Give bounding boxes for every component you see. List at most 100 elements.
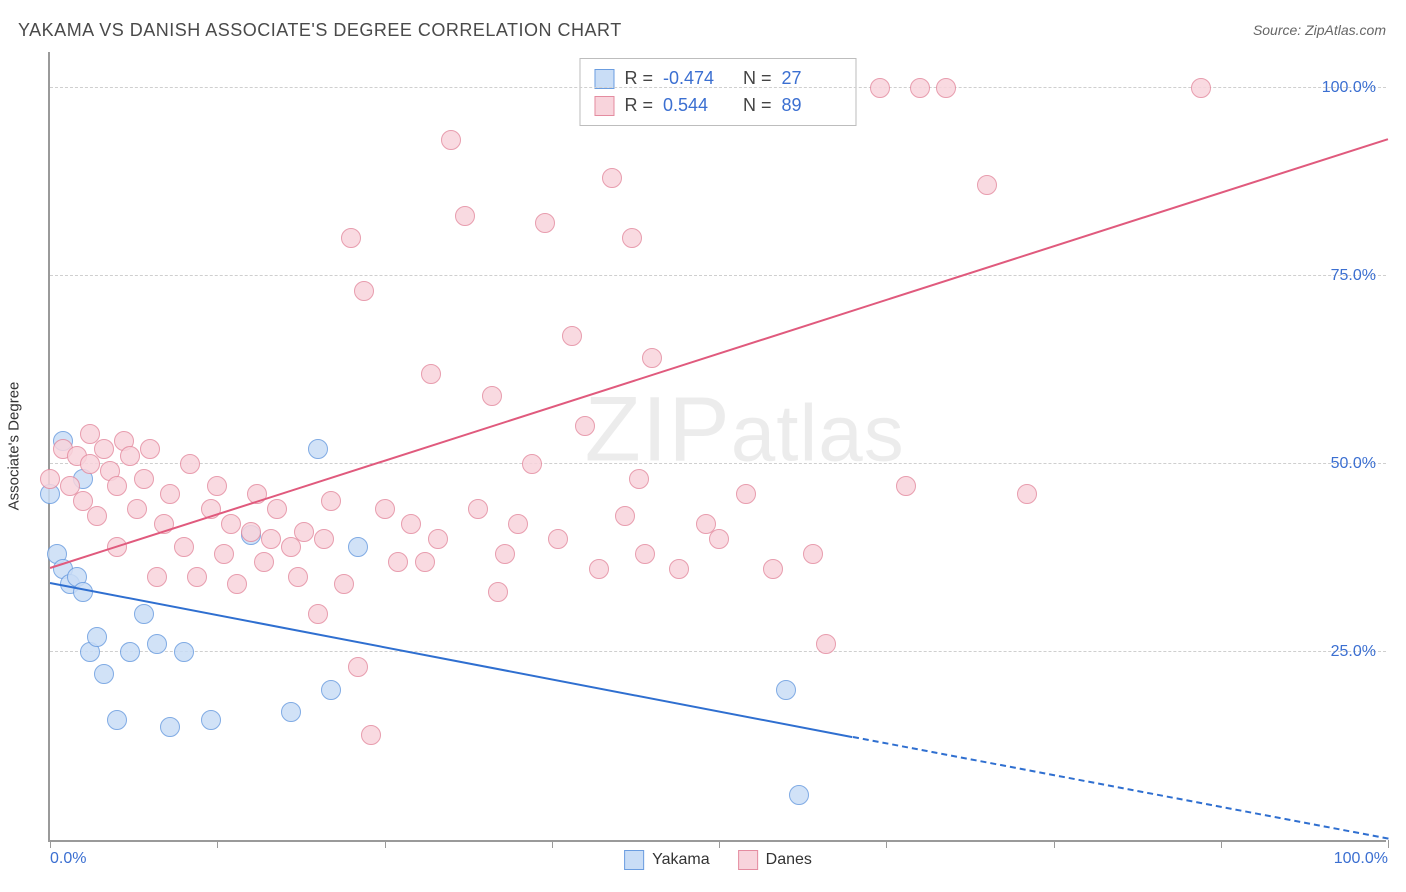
data-point: [870, 78, 890, 98]
x-tick-label: 100.0%: [1334, 850, 1388, 868]
watermark: ZIPatlas: [585, 378, 905, 483]
source-credit: Source: ZipAtlas.com: [1253, 22, 1386, 38]
legend: Yakama Danes: [624, 850, 812, 870]
data-point: [348, 657, 368, 677]
stat-n-label: N =: [733, 92, 772, 119]
data-point: [1017, 484, 1037, 504]
legend-label: Danes: [766, 851, 812, 869]
data-point: [174, 537, 194, 557]
data-point: [548, 529, 568, 549]
y-tick-label: 75.0%: [1331, 267, 1376, 285]
data-point: [241, 522, 261, 542]
stat-r-label: R =: [624, 92, 653, 119]
data-point: [354, 281, 374, 301]
x-tick-label: 0.0%: [50, 850, 86, 868]
data-point: [261, 529, 281, 549]
data-point: [816, 634, 836, 654]
data-point: [401, 514, 421, 534]
stat-r-value: 0.544: [663, 92, 723, 119]
legend-item: Danes: [738, 850, 812, 870]
data-point: [642, 348, 662, 368]
data-point: [615, 506, 635, 526]
data-point: [669, 559, 689, 579]
data-point: [428, 529, 448, 549]
data-point: [709, 529, 729, 549]
x-tick: [719, 840, 720, 848]
x-tick: [385, 840, 386, 848]
data-point: [134, 604, 154, 624]
data-point: [134, 469, 154, 489]
data-point: [140, 439, 160, 459]
data-point: [589, 559, 609, 579]
series-swatch: [594, 69, 614, 89]
gridline: [50, 87, 1386, 88]
legend-swatch: [738, 850, 758, 870]
data-point: [288, 567, 308, 587]
legend-swatch: [624, 850, 644, 870]
x-tick: [50, 840, 51, 848]
data-point: [120, 446, 140, 466]
y-tick-label: 50.0%: [1331, 455, 1376, 473]
stats-row: R = -0.474 N = 27: [594, 65, 841, 92]
data-point: [455, 206, 475, 226]
data-point: [40, 469, 60, 489]
data-point: [910, 78, 930, 98]
data-point: [120, 642, 140, 662]
data-point: [180, 454, 200, 474]
trend-line-extrapolated: [853, 736, 1389, 840]
data-point: [488, 582, 508, 602]
data-point: [468, 499, 488, 519]
data-point: [602, 168, 622, 188]
data-point: [308, 439, 328, 459]
data-point: [94, 664, 114, 684]
data-point: [334, 574, 354, 594]
stat-n-value: 89: [782, 92, 842, 119]
data-point: [803, 544, 823, 564]
scatter-plot: ZIPatlas R = -0.474 N = 27R = 0.544 N = …: [48, 52, 1386, 842]
trend-line: [50, 582, 853, 738]
data-point: [87, 506, 107, 526]
source-label: Source:: [1253, 22, 1305, 38]
data-point: [174, 642, 194, 662]
data-point: [254, 552, 274, 572]
data-point: [107, 710, 127, 730]
data-point: [361, 725, 381, 745]
data-point: [107, 476, 127, 496]
data-point: [977, 175, 997, 195]
y-tick-label: 25.0%: [1331, 643, 1376, 661]
data-point: [147, 567, 167, 587]
data-point: [201, 710, 221, 730]
legend-label: Yakama: [652, 851, 710, 869]
data-point: [281, 702, 301, 722]
x-tick: [1054, 840, 1055, 848]
x-tick: [552, 840, 553, 848]
data-point: [508, 514, 528, 534]
data-point: [348, 537, 368, 557]
data-point: [562, 326, 582, 346]
data-point: [214, 544, 234, 564]
data-point: [294, 522, 314, 542]
stats-row: R = 0.544 N = 89: [594, 92, 841, 119]
trend-line: [50, 138, 1389, 569]
data-point: [482, 386, 502, 406]
data-point: [127, 499, 147, 519]
stats-box: R = -0.474 N = 27R = 0.544 N = 89: [579, 58, 856, 126]
data-point: [94, 439, 114, 459]
stat-r-label: R =: [624, 65, 653, 92]
data-point: [1191, 78, 1211, 98]
data-point: [221, 514, 241, 534]
data-point: [207, 476, 227, 496]
data-point: [187, 567, 207, 587]
data-point: [629, 469, 649, 489]
data-point: [575, 416, 595, 436]
gridline: [50, 275, 1386, 276]
stat-n-label: N =: [733, 65, 772, 92]
data-point: [321, 680, 341, 700]
x-tick: [1388, 840, 1389, 848]
data-point: [147, 634, 167, 654]
data-point: [789, 785, 809, 805]
data-point: [936, 78, 956, 98]
stat-n-value: 27: [782, 65, 842, 92]
data-point: [388, 552, 408, 572]
data-point: [421, 364, 441, 384]
